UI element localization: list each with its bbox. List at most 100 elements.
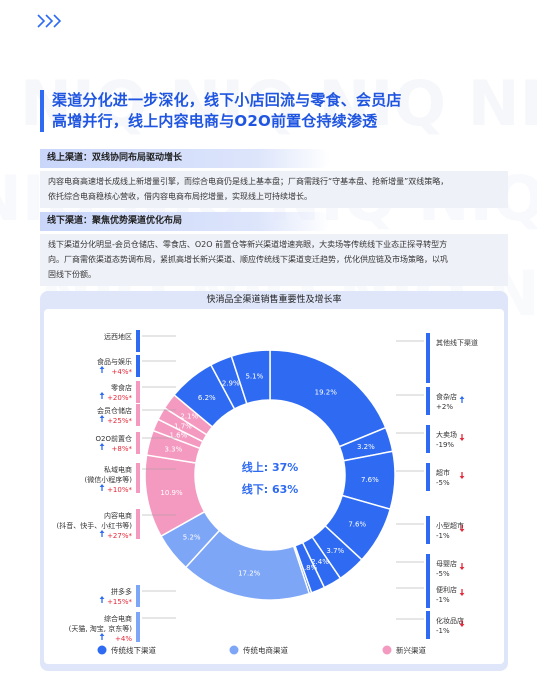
left-label-bar [136,355,140,377]
growth-up-arrow-icon [459,396,465,403]
left-label-growth: +27%* [107,532,132,540]
arrow-head [99,443,105,446]
right-label-bar [426,516,430,544]
arrow-head [459,593,465,596]
slice-value-label: 2.4% [311,558,329,566]
left-label-subname: (抖音、快手、小红书等) [57,521,133,530]
slice-value-label: 7.6% [348,520,366,528]
growth-up-arrow-icon [99,443,105,450]
legend-label: 传统线下渠道 [111,645,156,655]
left-label-name: 私域电商 [104,465,132,474]
left-label-bar [136,509,140,539]
right-label-name: 小型超市 [436,521,464,530]
left-label-bar [136,432,140,454]
arrow-head [99,530,105,533]
legend-label: 新兴渠道 [396,645,426,655]
growth-down-arrow-icon [459,589,465,596]
left-label-subname: (微信小程序等) [85,475,133,484]
right-label-name: 便利店 [436,585,457,594]
growth-up-arrow-icon [99,415,105,422]
slice-value-label: 17.2% [238,569,261,577]
chart-title: 快消品全渠道销售重要性及增长率 [206,295,342,305]
left-label-bar [136,463,140,493]
donut-chart: 19.2% 3.2% 7.6% 7.6% 3.7% 2.4%1.8% 17.2% 5.2% 10… [57,330,478,655]
legend-swatch [97,645,107,655]
chart-panel: 19.2% 3.2% 7.6% 7.6% 3.7% 2.4% 1.8% 17.2% 5.2% 10… [44,309,504,664]
center-offline-share: 线下: 63% [242,482,299,496]
right-label-growth: -1% [436,627,450,635]
left-label-name: 内容电商 [104,511,132,520]
left-label-name: 远西地区 [104,332,132,341]
right-label-name: 其他线下渠道 [436,338,478,347]
arrow-head [99,633,105,636]
offline-section: 线下渠道：聚焦优势渠道优化布局 线下渠道分化明显-会员仓储店、零食店、O2O 前… [40,212,508,286]
growth-down-arrow-icon [459,434,465,441]
left-label-name: 食品与娱乐 [97,357,132,366]
slice-value-label: 5.1% [245,373,263,381]
right-label-bar [426,387,430,415]
slice-value-label: 5.2% [183,534,201,542]
left-label-growth: +4% [115,635,132,643]
slice-value-label: 3.7% [326,547,344,555]
donut-slice [269,349,387,448]
left-label-bar [136,612,140,642]
left-label-bar [136,585,140,607]
slice-value-label: 19.2% [315,388,338,396]
right-label-growth: -5% [436,570,450,578]
left-label-growth: +25%* [107,417,132,425]
slice-value-label: 1.8% [300,564,318,572]
right-label-bar [426,425,430,453]
legend-label: 传统电商渠道 [243,645,288,655]
growth-down-arrow-icon [459,563,465,570]
left-label-growth: +10%* [107,486,132,494]
left-label-name: 综合电商 [104,614,132,623]
left-label-growth: +8%* [112,445,133,453]
growth-up-arrow-icon [99,596,105,603]
left-label-name: O2O前置仓 [96,434,132,443]
growth-up-arrow-icon [99,392,105,399]
arrow-head [459,624,465,627]
slice-value-label: 2.9% [222,380,240,388]
online-section: 线上渠道：双线协同布局驱动增长 内容电商高速增长成线上新增量引擎，而综合电商仍是… [40,149,508,208]
left-label-growth: +15%* [107,598,132,606]
left-label-bar [136,404,140,426]
slice-value-label: 2.1% [180,412,198,420]
arrow-head [99,415,105,418]
arrow-head [99,366,105,369]
slice-value-label: 6.2% [198,394,216,402]
online-paragraph-line: 内容电商高速增长成线上新增量引擎，而综合电商仍是线上基本盘；厂商需践行“守基本盘… [48,177,449,186]
slice-value-label: 10.9% [160,489,183,497]
arrow-head [459,476,465,479]
growth-up-arrow-icon [99,366,105,373]
slice-value-label: 3.2% [357,443,375,451]
slice-value-label: 7.6% [361,476,379,484]
left-label-bar [136,381,140,403]
arrow-head [99,392,105,395]
left-label-name: 零食店 [111,383,132,392]
arrow-head [99,484,105,487]
right-label-bar [426,463,430,491]
left-label-name: 拼多多 [111,587,132,596]
donut-slice [230,349,271,405]
offline-paragraph-line: 固线下份额。 [48,270,96,279]
growth-up-arrow-icon [99,484,105,491]
growth-down-arrow-icon [459,472,465,479]
right-label-name: 超市 [436,468,450,477]
headline-line-1: 渠道分化进一步深化，线下小店回流与零食、会员店 [52,91,402,109]
arrow-head [459,396,465,399]
right-label-growth: -5% [436,479,450,487]
center-online-share: 线上: 37% [242,460,299,474]
headline-line-2: 高增并行，线上内容电商与O2O前置仓持续渗透 [52,112,378,130]
offline-paragraph-line: 向。厂商需依渠道态势调布局，紧抓高增长新兴渠道、顺应传统线下渠道变迁趋势，优化供… [48,255,448,264]
left-label-subname: (天猫, 淘宝, 京东等) [69,624,133,633]
right-label-bar [426,333,430,383]
left-label-growth: +20%* [107,394,132,402]
offline-paragraph-line: 线下渠道分化明显-会员仓储店、零食店、O2O 前置仓等新兴渠道增速亮眼，大卖场等… [48,240,448,249]
right-label-name: 母婴店 [436,559,457,568]
right-label-bar [426,580,430,608]
growth-up-arrow-icon [99,633,105,640]
growth-up-arrow-icon [99,530,105,537]
online-paragraph-line: 依托综合电商稳核心营收，借内容电商布局挖增量，实现线上可持续增长。 [48,192,312,201]
arrow-head [459,529,465,532]
arrow-head [459,438,465,441]
